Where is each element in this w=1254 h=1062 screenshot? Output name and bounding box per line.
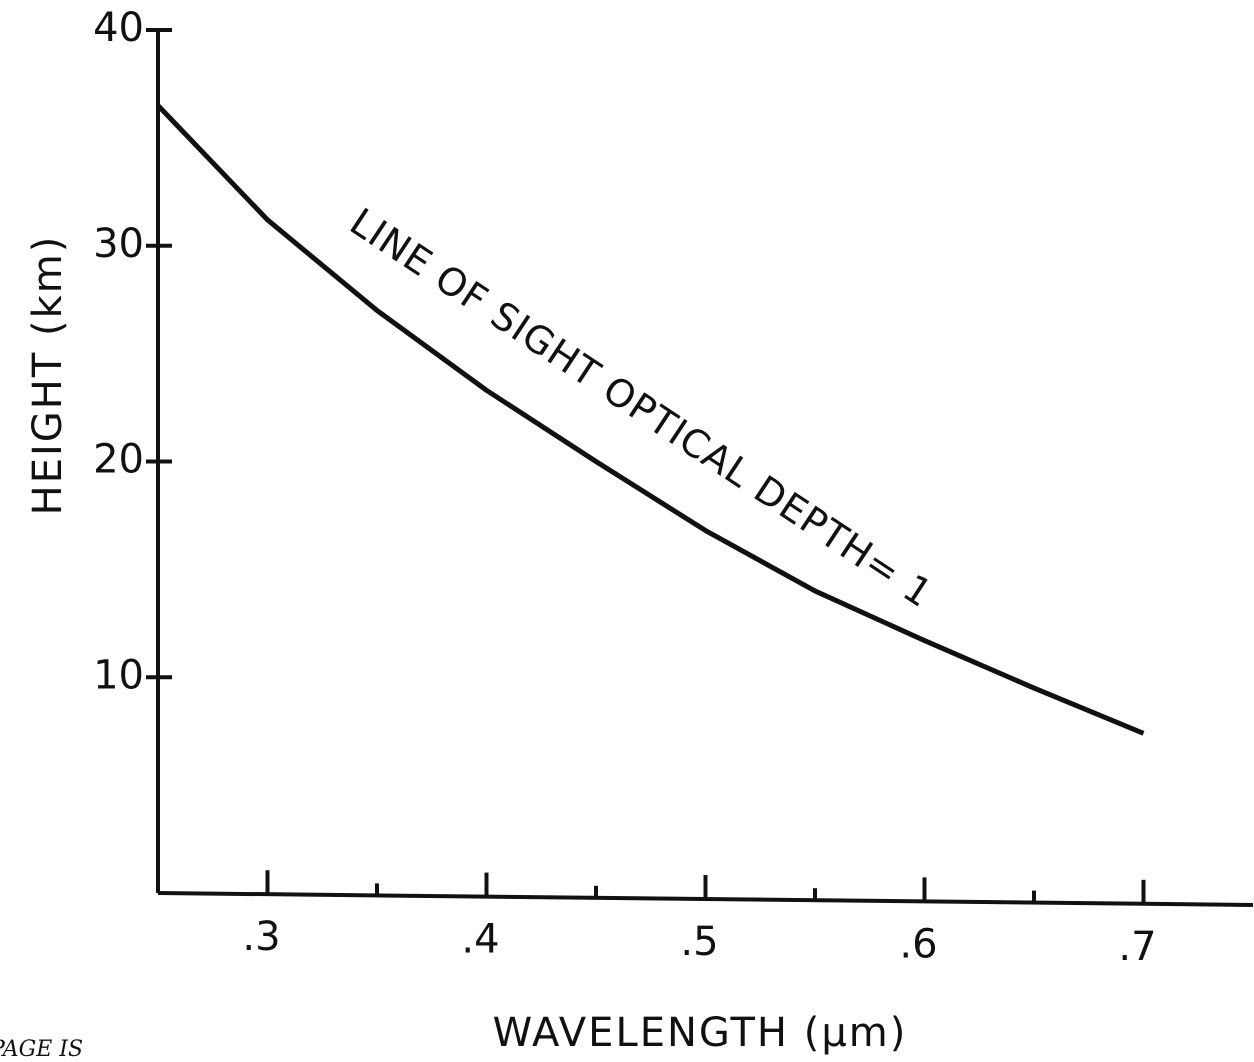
x-tick-label: .5 [680, 919, 718, 965]
x-tick-label: .3 [242, 914, 280, 960]
y-tick-label: 20 [93, 437, 144, 483]
y-tick-label: 40 [93, 5, 144, 51]
y-axis-label: HEIGHT (km) [25, 235, 71, 516]
x-tick-label: .6 [899, 921, 937, 967]
y-tick-label: 30 [93, 221, 144, 267]
x-tick-label: .4 [461, 917, 499, 963]
annotation: LINE OF SIGHT OPTICAL DEPTH= 1 [342, 200, 940, 617]
x-axis-label: WAVELENGTH (μm) [493, 1010, 908, 1056]
footer-text: PAGE IS [0, 1037, 83, 1062]
x-tick-label: .7 [1118, 924, 1156, 970]
data-line [156, 103, 1145, 736]
y-tick-label: 10 [93, 652, 144, 698]
